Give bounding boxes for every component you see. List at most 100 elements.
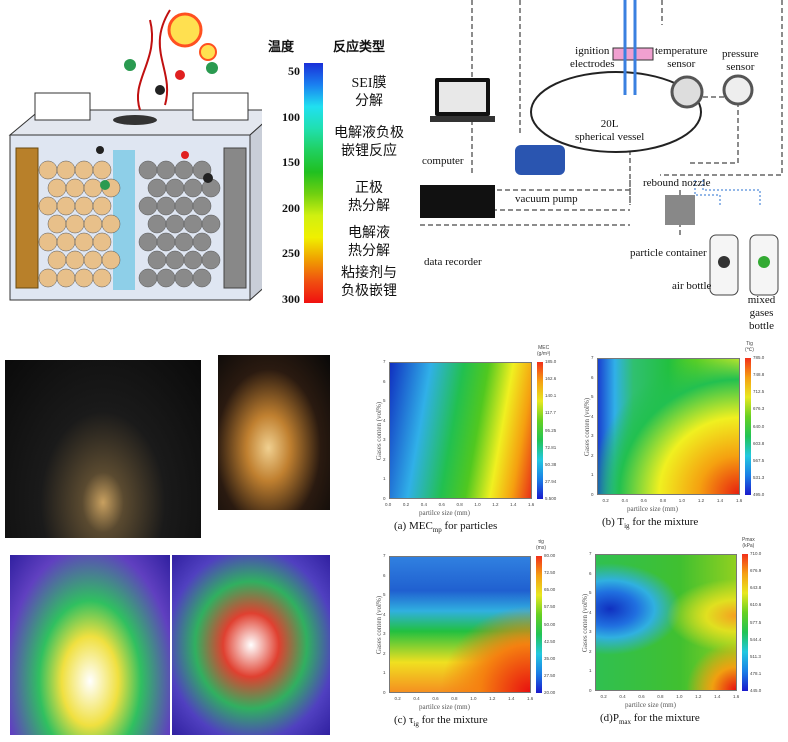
caption-text-rest: for the mixture bbox=[631, 712, 700, 724]
x-tick: 0.8 bbox=[659, 498, 666, 503]
caption-subscript: ig bbox=[624, 522, 630, 531]
temperature-color-scale bbox=[304, 63, 323, 303]
y-tick: 0 bbox=[591, 492, 594, 497]
particle bbox=[156, 268, 176, 288]
y-tick: 7 bbox=[383, 553, 386, 558]
caption-text-rest: for the mixture bbox=[418, 714, 488, 726]
y-tick: 7 bbox=[383, 359, 386, 364]
colorbar-tick: 445.0 bbox=[750, 688, 762, 693]
particle bbox=[201, 250, 221, 270]
colorbar-tick: 640.0 bbox=[753, 423, 765, 429]
y-tick: 1 bbox=[589, 668, 592, 674]
particle bbox=[174, 268, 194, 288]
particle bbox=[83, 250, 103, 270]
temperature-label: 200 bbox=[282, 200, 300, 215]
particle bbox=[192, 232, 212, 252]
reaction-label: SEI膜 分解 bbox=[351, 76, 387, 109]
label-air: air bottle bbox=[672, 280, 712, 292]
y-tick: 2 bbox=[591, 452, 594, 458]
particle bbox=[92, 196, 112, 216]
colorbar-tick: 567.5 bbox=[753, 457, 765, 463]
x-tick: 1.0 bbox=[678, 498, 686, 503]
x-tick: 0.8 bbox=[456, 502, 463, 507]
y-tick: 3 bbox=[383, 437, 386, 443]
colorbar bbox=[537, 362, 543, 499]
label-vacuum: vacuum pump bbox=[515, 193, 578, 205]
y-tick: 1 bbox=[591, 472, 594, 478]
colorbar-tick: 185.0 bbox=[545, 359, 557, 364]
reaction-label: 电解液负极 嵌锂反应 bbox=[334, 126, 404, 159]
x-tick: 0.2 bbox=[402, 502, 410, 507]
colorbar bbox=[745, 358, 751, 495]
particle bbox=[92, 268, 112, 288]
particle bbox=[92, 232, 112, 252]
colorbar-tick: 72.50 bbox=[544, 570, 556, 576]
colorbar-tick: 140.1 bbox=[545, 393, 557, 399]
temperature-label: 300 bbox=[282, 291, 300, 306]
particle bbox=[56, 268, 76, 288]
label-pressure: pressure sensor bbox=[722, 48, 759, 73]
x-tick: 0.4 bbox=[619, 694, 626, 699]
colorbar-tick: 95.25 bbox=[545, 427, 557, 433]
particle bbox=[47, 250, 67, 270]
temperature-label: 250 bbox=[282, 246, 300, 260]
colorbar-tick: 50.00 bbox=[544, 621, 556, 627]
y-axis-label: Gases conten (vol%) bbox=[581, 593, 589, 652]
caption-text: (b) T bbox=[602, 516, 625, 528]
label-recorder: data recorder bbox=[424, 256, 482, 268]
colorbar-title: Pmax (kPa) bbox=[742, 537, 755, 549]
temperature-label: 100 bbox=[282, 109, 300, 124]
colorbar-tick: 27.50 bbox=[544, 672, 556, 678]
colorbar-tick: 57.50 bbox=[544, 604, 556, 610]
x-tick: 0.6 bbox=[638, 694, 645, 699]
colorbar-tick: 495.0 bbox=[753, 492, 765, 497]
particle bbox=[147, 178, 167, 198]
particle bbox=[38, 232, 58, 252]
particle bbox=[192, 196, 212, 216]
particle bbox=[38, 268, 58, 288]
particle bbox=[56, 160, 76, 180]
heatmap-plot bbox=[389, 362, 532, 499]
colorbar-tick: 20.00 bbox=[544, 690, 556, 695]
particle bbox=[174, 232, 194, 252]
y-tick: 5 bbox=[589, 590, 592, 596]
particle bbox=[192, 268, 212, 288]
y-tick: 0 bbox=[383, 690, 386, 695]
caption-subscript: max bbox=[618, 718, 632, 727]
colorbar-tick: 544.4 bbox=[750, 636, 762, 642]
x-tick: 1.0 bbox=[470, 696, 477, 701]
particle bbox=[65, 178, 85, 198]
colorbar-tick: 577.5 bbox=[750, 619, 762, 625]
particle bbox=[74, 232, 94, 252]
particle bbox=[183, 214, 203, 234]
colorbar-tick: 162.6 bbox=[545, 376, 557, 382]
label-ignition: ignition electrodes bbox=[570, 45, 615, 70]
heatmap-caption: (b) Tig for the mixture bbox=[602, 516, 698, 530]
colorbar-title: MEC (g/m³) bbox=[537, 345, 551, 357]
y-tick: 6 bbox=[383, 572, 386, 578]
x-tick: 0.8 bbox=[657, 694, 664, 699]
caption-text: (a) MEC bbox=[394, 520, 433, 532]
spark-ejection-photo bbox=[5, 360, 201, 538]
colorbar-tick: 5.500 bbox=[545, 496, 557, 501]
colorbar-tick: 50.38 bbox=[545, 461, 557, 467]
particle bbox=[138, 268, 158, 288]
y-tick: 0 bbox=[383, 496, 386, 501]
apparatus-diagram bbox=[420, 0, 783, 296]
particle bbox=[174, 160, 194, 180]
particle bbox=[165, 214, 185, 234]
x-tick: 1.4 bbox=[508, 696, 515, 701]
x-tick: 1.4 bbox=[714, 694, 721, 699]
y-tick: 4 bbox=[591, 413, 594, 419]
x-tick: 1.6 bbox=[527, 696, 534, 701]
y-tick: 3 bbox=[383, 631, 386, 637]
x-tick: 1.2 bbox=[695, 694, 702, 699]
y-tick: 4 bbox=[383, 417, 386, 423]
colorbar-tick: 117.7 bbox=[545, 410, 556, 416]
x-tick: 1.6 bbox=[528, 502, 535, 507]
label-computer: computer bbox=[422, 155, 464, 167]
particle bbox=[101, 214, 121, 234]
particle bbox=[183, 250, 203, 270]
y-tick: 2 bbox=[589, 648, 592, 654]
colorbar bbox=[536, 556, 542, 693]
